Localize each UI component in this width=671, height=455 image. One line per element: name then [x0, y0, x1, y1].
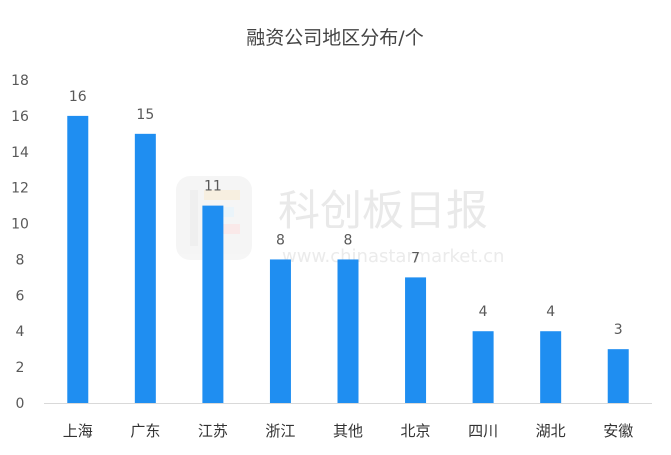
- x-tick-label: 广东: [130, 422, 160, 440]
- data-label: 11: [204, 179, 222, 195]
- bar-3: [269, 259, 291, 403]
- y-tick-label: 14: [11, 145, 29, 161]
- bar-2: [202, 205, 224, 403]
- bar-5: [405, 277, 427, 403]
- x-tick-label: 江苏: [198, 422, 228, 440]
- data-label: 4: [479, 304, 488, 320]
- chart-title: 融资公司地区分布/个: [246, 27, 423, 49]
- x-tick-label: 安徽: [603, 422, 633, 440]
- x-tick-label: 北京: [401, 422, 431, 440]
- x-tick-label: 其他: [333, 422, 363, 440]
- x-tick-label: 上海: [63, 422, 93, 440]
- y-tick-label: 16: [11, 109, 29, 125]
- data-label: 7: [411, 250, 420, 266]
- watermark: 科创板日报 www.chinastarmarket.cn: [176, 176, 504, 267]
- data-label: 15: [136, 107, 154, 123]
- data-label: 16: [69, 89, 87, 105]
- watermark-text: 科创板日报: [278, 186, 488, 235]
- bar-8: [607, 349, 629, 403]
- bar-1: [134, 133, 156, 404]
- data-label: 8: [344, 232, 353, 248]
- x-tick-label: 浙江: [265, 422, 295, 440]
- y-tick-label: 0: [16, 396, 25, 412]
- watermark-url: www.chinastarmarket.cn: [282, 246, 504, 267]
- x-tick-label: 四川: [468, 422, 498, 440]
- y-tick-label: 2: [16, 360, 25, 376]
- x-tick-label: 湖北: [536, 422, 566, 440]
- data-label: 8: [276, 232, 285, 248]
- y-tick-label: 4: [16, 324, 25, 340]
- y-tick-label: 12: [11, 181, 29, 197]
- data-label: 3: [614, 322, 623, 338]
- y-tick-label: 10: [11, 217, 29, 233]
- bar-7: [540, 331, 562, 403]
- bar-0: [67, 115, 89, 403]
- bar-6: [472, 331, 494, 403]
- x-axis: 上海 广东 江苏 浙江 其他 北京 四川 湖北 安徽: [44, 403, 652, 440]
- y-axis: 0 2 4 6 8 10 12 14 16 18: [11, 73, 29, 412]
- data-label: 4: [546, 304, 555, 320]
- bar-series: [67, 115, 629, 404]
- bar-4: [337, 259, 359, 403]
- y-tick-label: 18: [11, 73, 29, 89]
- y-tick-label: 6: [16, 288, 25, 304]
- data-labels: 16 15 11 8 8 7 4 4 3: [69, 89, 623, 338]
- y-tick-label: 8: [16, 252, 25, 268]
